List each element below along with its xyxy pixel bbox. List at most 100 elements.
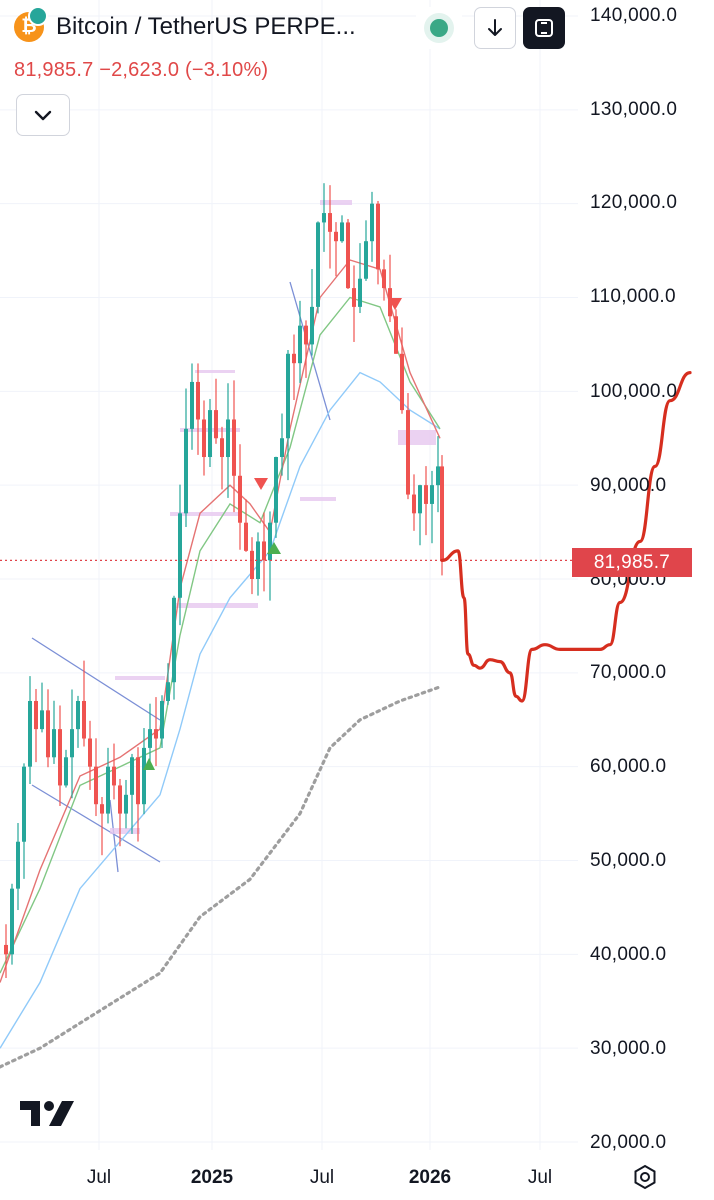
download-button[interactable] bbox=[474, 7, 516, 49]
x-axis-label: Jul bbox=[527, 1167, 553, 1188]
signal-markers bbox=[143, 298, 402, 770]
candle bbox=[166, 682, 170, 701]
candle bbox=[322, 213, 326, 223]
candle bbox=[316, 222, 320, 307]
candle bbox=[136, 757, 140, 805]
x-axis-label: Jul bbox=[309, 1167, 335, 1188]
candle bbox=[190, 381, 194, 429]
candle bbox=[82, 700, 86, 739]
candle bbox=[406, 410, 410, 495]
y-axis-label: 120,000.0 bbox=[590, 192, 678, 213]
candle bbox=[292, 353, 296, 364]
trend-line bbox=[31, 784, 161, 863]
candle bbox=[184, 428, 188, 514]
range-zone bbox=[170, 512, 240, 516]
candle bbox=[268, 522, 272, 561]
chevron-down-icon bbox=[34, 110, 52, 121]
y-axis-label: 90,000.0 bbox=[590, 475, 667, 496]
candle bbox=[418, 485, 422, 514]
candles bbox=[4, 183, 444, 979]
candle bbox=[346, 222, 350, 289]
candle bbox=[440, 466, 444, 561]
candle bbox=[76, 700, 80, 730]
candle bbox=[4, 944, 8, 955]
y-axis-label: 70,000.0 bbox=[590, 662, 667, 683]
y-axis-label: 140,000.0 bbox=[590, 5, 678, 26]
y-axis-label: 30,000.0 bbox=[590, 1038, 667, 1059]
settings-icon[interactable] bbox=[632, 1164, 658, 1190]
tradingview-logo bbox=[20, 1101, 74, 1126]
range-zone bbox=[398, 430, 436, 445]
candle bbox=[238, 475, 242, 523]
candle bbox=[88, 738, 92, 767]
candle bbox=[214, 410, 218, 439]
candle bbox=[130, 757, 134, 795]
range-zone bbox=[300, 497, 336, 501]
y-axis-label: 50,000.0 bbox=[590, 850, 667, 871]
range-zone bbox=[110, 828, 140, 834]
candle bbox=[244, 522, 248, 551]
candle bbox=[424, 485, 428, 504]
range-zone bbox=[175, 603, 258, 608]
candle bbox=[412, 494, 416, 514]
candle bbox=[280, 438, 284, 458]
x-axis-label: 2026 bbox=[408, 1167, 452, 1188]
candle bbox=[118, 785, 122, 814]
candle bbox=[400, 353, 404, 411]
candle bbox=[10, 888, 14, 955]
candle bbox=[262, 541, 266, 561]
expand-legend-button[interactable] bbox=[16, 94, 70, 136]
candle bbox=[58, 729, 62, 786]
candle bbox=[340, 222, 344, 242]
candle bbox=[196, 381, 200, 420]
candle bbox=[226, 419, 230, 458]
candle bbox=[352, 288, 356, 307]
trend-line bbox=[109, 799, 119, 873]
buy-signal-marker bbox=[267, 542, 281, 554]
candle bbox=[16, 841, 20, 889]
candle bbox=[274, 457, 278, 523]
candle bbox=[256, 541, 260, 579]
market-status-button[interactable] bbox=[416, 7, 462, 49]
x-axis-label: Jul bbox=[86, 1167, 112, 1188]
moving-averages bbox=[0, 259, 442, 1069]
candle bbox=[160, 700, 164, 739]
candle bbox=[304, 325, 308, 345]
candle bbox=[52, 729, 56, 758]
candle bbox=[370, 203, 374, 242]
candle bbox=[250, 550, 254, 579]
range-zone bbox=[320, 200, 352, 205]
arrow-down-icon bbox=[488, 19, 502, 36]
symbol-title: Bitcoin / TetherUS PERPE... bbox=[56, 13, 356, 40]
candle bbox=[178, 513, 182, 598]
ma-mid-line bbox=[0, 296, 441, 974]
exchange-badge-icon bbox=[28, 6, 48, 26]
fullscreen-button[interactable] bbox=[523, 7, 565, 49]
candle bbox=[232, 419, 236, 476]
bitcoin-coin-icon: ₿ bbox=[14, 6, 48, 42]
trend-line bbox=[289, 281, 331, 421]
candle bbox=[40, 710, 44, 730]
projection-path bbox=[440, 371, 692, 703]
chart-grid bbox=[0, 0, 578, 1150]
candle bbox=[208, 410, 212, 458]
range-zone bbox=[195, 370, 235, 373]
candle bbox=[286, 353, 290, 439]
ma-fast-line bbox=[0, 259, 441, 983]
candle bbox=[220, 438, 224, 458]
symbol-header[interactable]: ₿ Bitcoin / TetherUS PERPE... bbox=[14, 6, 356, 42]
y-axis-label: 60,000.0 bbox=[590, 756, 667, 777]
candle bbox=[430, 485, 434, 504]
candle bbox=[148, 729, 152, 748]
buy-signal-marker bbox=[143, 758, 155, 770]
candle bbox=[46, 710, 50, 758]
candle bbox=[28, 700, 32, 767]
candle bbox=[70, 729, 74, 758]
y-axis-label: 130,000.0 bbox=[590, 99, 678, 120]
candle bbox=[334, 231, 338, 242]
trend-guides bbox=[31, 200, 436, 873]
candle bbox=[388, 288, 392, 317]
candle bbox=[64, 757, 68, 786]
x-axis-label: 2025 bbox=[190, 1167, 234, 1188]
